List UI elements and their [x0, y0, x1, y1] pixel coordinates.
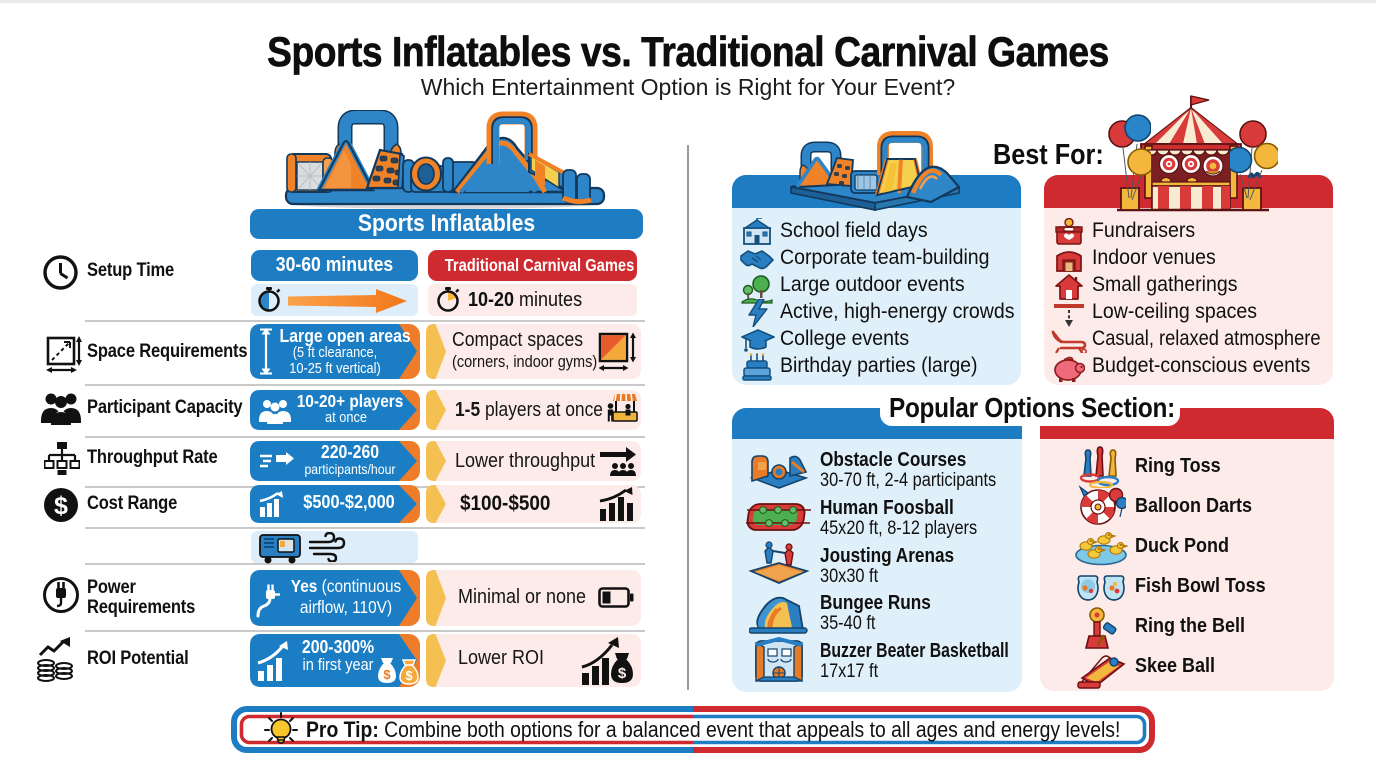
svg-text:$: $: [383, 667, 391, 682]
svg-text:$: $: [405, 668, 413, 683]
svg-text:$: $: [54, 492, 68, 520]
svg-text:$: $: [618, 665, 627, 682]
